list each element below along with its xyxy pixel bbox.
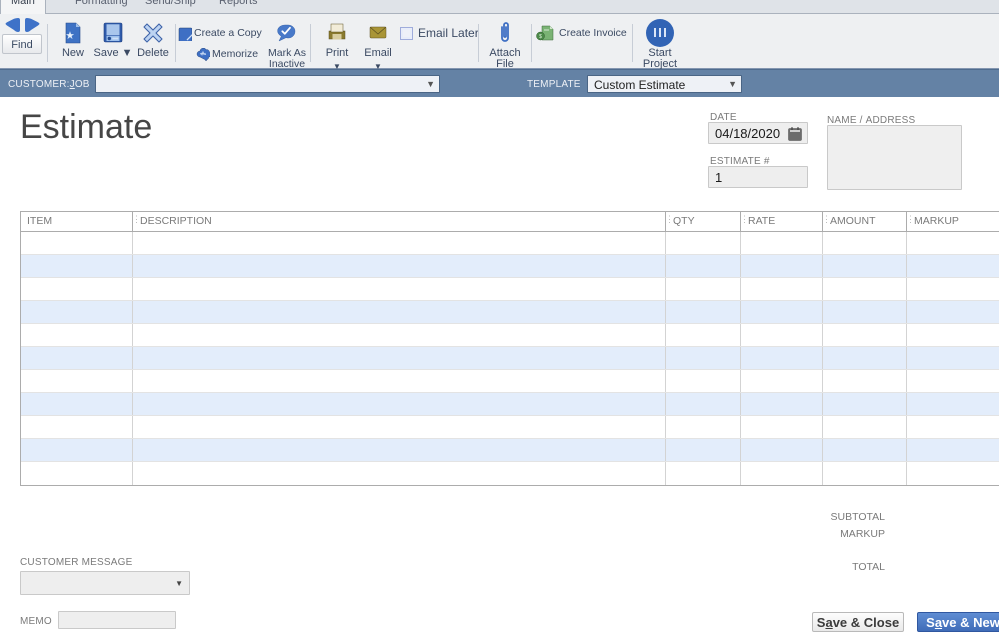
svg-text:$: $ bbox=[539, 34, 542, 40]
